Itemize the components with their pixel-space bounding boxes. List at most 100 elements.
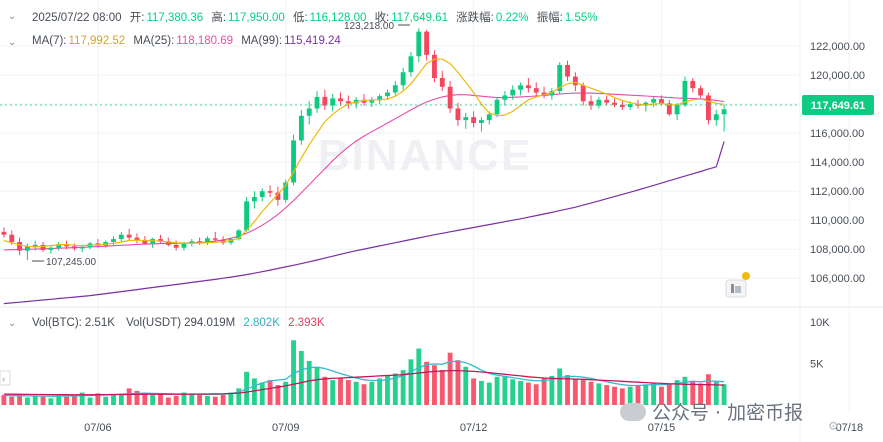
price-tick-label: 112,000.00: [810, 186, 864, 198]
wechat-icon: [620, 403, 646, 421]
price-tick-label: 114,000.00: [810, 157, 864, 169]
candle-body: [345, 101, 351, 104]
wechat-watermark: 公众号 · 加密币报: [620, 398, 803, 425]
notification-dot: [742, 272, 750, 280]
candle-body: [236, 230, 242, 240]
volume-bar: [721, 384, 727, 405]
volume-bar: [385, 375, 390, 405]
candle-body: [298, 115, 304, 141]
chevron-down-icon[interactable]: ⌄: [8, 11, 16, 22]
time-tick-label: 07/15: [648, 422, 676, 434]
close-value: 117,649.61: [391, 12, 448, 24]
candle-body: [682, 80, 688, 105]
candle-body: [361, 99, 367, 103]
volume-bar: [111, 394, 116, 405]
candle-body: [557, 64, 563, 92]
low-mark-label: 107,245.00: [46, 257, 96, 268]
volume-bar: [424, 361, 430, 405]
candle-body: [510, 89, 516, 96]
ma99-line: [3, 141, 725, 305]
volume-legend: Vol(BTC): 2.51K Vol(USDT) 294.019M 2.802K …: [32, 317, 330, 329]
volume-bar: [478, 380, 484, 405]
binance-watermark: BINANCE: [318, 131, 532, 180]
ma25-value: 118,180.69: [176, 35, 234, 47]
chevron-down-icon[interactable]: ⌄: [8, 318, 16, 329]
current-price-badge: 117,649.61: [802, 95, 874, 115]
volume-bar: [9, 396, 15, 405]
candle-body: [478, 120, 484, 124]
candle-body: [635, 104, 641, 106]
candle-body: [212, 238, 218, 240]
ma25-label: MA(25):: [133, 35, 175, 47]
candle-body: [291, 140, 296, 183]
volume-bar: [400, 370, 406, 405]
volume-bar: [134, 390, 140, 405]
volume-bar: [64, 396, 69, 405]
volume-bar: [189, 393, 195, 405]
volume-bar: [275, 385, 281, 405]
candle-body: [416, 31, 422, 57]
candle-body: [596, 99, 602, 106]
volume-bar: [220, 395, 226, 405]
low-label: 低:: [292, 12, 308, 24]
volume-bar: [56, 395, 62, 405]
volume-bar: [612, 386, 617, 405]
volume-bar: [150, 395, 156, 405]
change-value: 0.22%: [495, 12, 529, 24]
volume-bar: [432, 365, 437, 405]
change-label: 涨跌幅:: [456, 12, 494, 24]
price-tick-label: 116,000.00: [810, 128, 864, 140]
volume-bar: [698, 383, 704, 405]
volume-bar: [533, 384, 539, 405]
ma7-value: 117,992.52: [68, 35, 126, 47]
ma99-label: MA(99):: [241, 35, 283, 47]
candle-body: [173, 244, 179, 248]
ma-legend: MA(7): 117,992.52 MA(25): 118,180.69 MA(99…: [32, 35, 346, 47]
volume-bar: [596, 383, 602, 405]
price-tick-label: 110,000.00: [810, 215, 864, 227]
candle-body: [267, 191, 273, 193]
candle-body: [604, 99, 610, 103]
settings-icon[interactable]: ⚙: [828, 419, 839, 433]
volume-bar: [674, 380, 680, 405]
volume-bar: [244, 371, 250, 405]
candle-body: [706, 95, 711, 121]
wechat-watermark-text: 公众号 · 加密币报: [652, 402, 804, 424]
ma7-label: MA(7):: [32, 35, 67, 47]
candle-body: [627, 104, 633, 108]
volume-bar: [416, 348, 422, 405]
close-label: 收:: [374, 12, 390, 24]
ma99-value: 115,419.24: [284, 35, 341, 47]
candle-body: [486, 114, 492, 121]
volume-bar: [251, 378, 257, 405]
candle-body: [338, 98, 343, 102]
candle-body: [79, 247, 85, 249]
candle-body: [518, 85, 523, 90]
note-icon[interactable]: [725, 279, 747, 298]
candle-body: [369, 100, 375, 103]
candle-body: [674, 104, 680, 115]
chevron-down-icon[interactable]: ⌄: [8, 37, 16, 48]
candle-body: [572, 76, 578, 86]
candle-body: [9, 234, 15, 242]
timestamp: 2025/07/22 08:00: [32, 12, 122, 24]
candle-body: [541, 92, 547, 96]
volume-bar: [338, 377, 343, 405]
vol-btc-value: 2.51K: [84, 317, 115, 329]
candle-body: [455, 108, 461, 121]
candle-body: [698, 88, 704, 96]
scroll-left-button[interactable]: ›: [0, 370, 11, 386]
volume-bar: [1, 395, 7, 405]
volume-bar: [690, 380, 696, 405]
volume-bar: [103, 396, 109, 405]
candle-body: [314, 96, 320, 109]
volume-bar: [651, 382, 657, 405]
ohlc-header: 2025/07/22 08:00 开: 117,380.36 高: 117,950.…: [32, 9, 603, 25]
volume-bar: [40, 396, 46, 405]
time-tick-label: 07/09: [272, 422, 300, 434]
volume-bar: [643, 384, 649, 405]
candle-body: [40, 244, 46, 250]
candle-body: [259, 191, 265, 197]
candle-body: [244, 201, 250, 231]
